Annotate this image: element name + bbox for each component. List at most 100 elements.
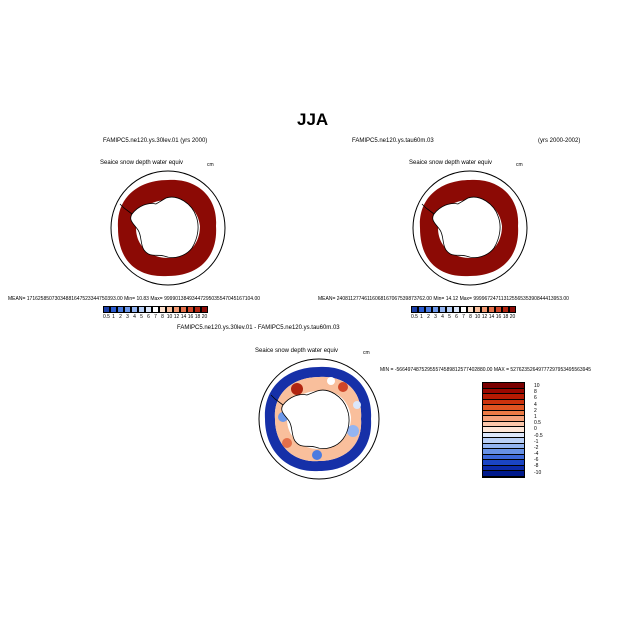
colorbar-label: 3: [126, 314, 129, 320]
colorbar-label: 14: [180, 314, 187, 320]
colorbar-label: 12: [481, 314, 488, 320]
colorbar-swatch: [483, 465, 524, 471]
colorbar-swatch: [483, 460, 524, 466]
colorbar-label: 4: [534, 401, 537, 408]
colorbar-swatch: [483, 471, 524, 477]
sea-ice-field: [117, 179, 217, 277]
colorbar-swatch: [483, 399, 524, 405]
diff-colorbar-labels: 10 8 6 4 2 1 0.5 0 -0.5 -1 -2 -4 -6 -8 -10: [534, 383, 543, 476]
colorbar-label: 6: [534, 395, 537, 402]
colorbar-label: 3: [434, 314, 437, 320]
colorbar-swatch: [173, 306, 180, 313]
colorbar-swatch: [187, 306, 194, 313]
colorbar-label: 8: [161, 314, 164, 320]
antarctica-outline: [281, 389, 350, 449]
right-panel-units: cm: [516, 162, 523, 168]
colorbar-swatch: [110, 306, 117, 313]
colorbar-label: 16: [187, 314, 194, 320]
diff-panel-units: cm: [363, 350, 370, 356]
colorbar-label: 10: [474, 314, 481, 320]
left-colorbar: 0.5 1 2 3 4 5 6 7 8 10 12 14 16 18 20: [103, 306, 208, 320]
colorbar-swatch: [166, 306, 173, 313]
colorbar-label: 5: [140, 314, 143, 320]
right-panel-header: FAMIPC5.ne120.ys.tau60m.03: [352, 138, 434, 144]
colorbar-label: 18: [502, 314, 509, 320]
colorbar-swatch: [483, 416, 524, 422]
colorbar-swatch: [159, 306, 166, 313]
colorbar-swatch: [483, 383, 524, 389]
colorbar-swatch: [418, 306, 425, 313]
colorbar-label: 7: [462, 314, 465, 320]
colorbar-swatch: [483, 405, 524, 411]
antarctica-outline: [130, 196, 199, 258]
right-panel-stats: MEAN= 24081127746116068167067539873762.0…: [318, 296, 569, 302]
colorbar-label: -2: [534, 444, 539, 451]
colorbar-swatch: [117, 306, 124, 313]
colorbar-swatch: [446, 306, 453, 313]
colorbar-label: -6: [534, 457, 539, 464]
colorbar-label: 8: [534, 389, 537, 396]
diff-panel-variable: Seaice snow depth water equiv: [255, 348, 339, 354]
colorbar-swatch: [432, 306, 439, 313]
colorbar-swatch: [481, 306, 488, 313]
colorbar-swatch: [138, 306, 145, 313]
colorbar-label: 14: [488, 314, 495, 320]
colorbar-swatch: [483, 454, 524, 460]
colorbar-label: 1: [112, 314, 115, 320]
colorbar-label: 2: [427, 314, 430, 320]
colorbar-swatch: [483, 427, 524, 433]
colorbar-swatch: [495, 306, 502, 313]
right-panel-variable: Seaice snow depth water equiv: [409, 160, 493, 166]
colorbar-label: 12: [173, 314, 180, 320]
colorbar-swatch: [467, 306, 474, 313]
colorbar-swatch: [460, 306, 467, 313]
diff-colorbar: [482, 382, 525, 478]
colorbar-label: 5: [448, 314, 451, 320]
colorbar-label: 0: [534, 426, 537, 433]
colorbar-label: 20: [509, 314, 516, 320]
colorbar-swatch: [483, 421, 524, 427]
diff-patches: [278, 377, 361, 460]
colorbar-label: 20: [201, 314, 208, 320]
colorbar-swatch: [152, 306, 159, 313]
colorbar-swatch: [124, 306, 131, 313]
colorbar-label: 2: [534, 407, 537, 414]
colorbar-label: 2: [119, 314, 122, 320]
colorbar-swatch: [201, 306, 208, 313]
colorbar-label: 10: [534, 383, 540, 389]
colorbar-label: 16: [495, 314, 502, 320]
antarctic-peninsula: [421, 203, 435, 215]
colorbar-label: 8: [469, 314, 472, 320]
colorbar-label: 0.5: [411, 314, 418, 320]
colorbar-swatch: [483, 410, 524, 416]
colorbar-label: -8: [534, 463, 539, 470]
colorbar-label: -1: [534, 438, 539, 445]
colorbar-label: -10: [534, 469, 542, 476]
colorbar-label: -0.5: [534, 432, 543, 439]
colorbar-label: 1: [534, 413, 537, 420]
diff-polar-map: [258, 358, 380, 480]
colorbar-swatch: [453, 306, 460, 313]
right-colorbar: 0.5 1 2 3 4 5 6 7 8 10 12 14 16 18 20: [411, 306, 516, 320]
colorbar-swatch: [502, 306, 509, 313]
colorbar-label: 0.5: [534, 420, 541, 427]
colorbar-swatch: [483, 449, 524, 455]
colorbar-swatch: [145, 306, 152, 313]
colorbar-swatch: [483, 432, 524, 438]
colorbar-label: 1: [420, 314, 423, 320]
colorbar-swatch: [103, 306, 110, 313]
right-panel-years: (yrs 2000-2002): [538, 138, 581, 144]
sea-ice-field: [419, 179, 519, 277]
antarctic-peninsula: [119, 203, 133, 215]
colorbar-swatch: [474, 306, 481, 313]
left-panel-units: cm: [207, 162, 214, 168]
antarctic-peninsula: [270, 394, 284, 406]
left-panel-header: FAMIPC5.ne120.ys.30lev.01 (yrs 2000): [103, 138, 208, 144]
left-panel-stats: MEAN= 17162585073034881647523344750393.0…: [8, 296, 261, 302]
figure-title: JJA: [297, 110, 329, 129]
colorbar-label: 10: [166, 314, 173, 320]
colorbar-swatch: [483, 388, 524, 394]
colorbar-swatch: [425, 306, 432, 313]
colorbar-label: 18: [194, 314, 201, 320]
diff-panel-stats: MIN = -56649748752955574589812577402880.…: [380, 367, 592, 373]
